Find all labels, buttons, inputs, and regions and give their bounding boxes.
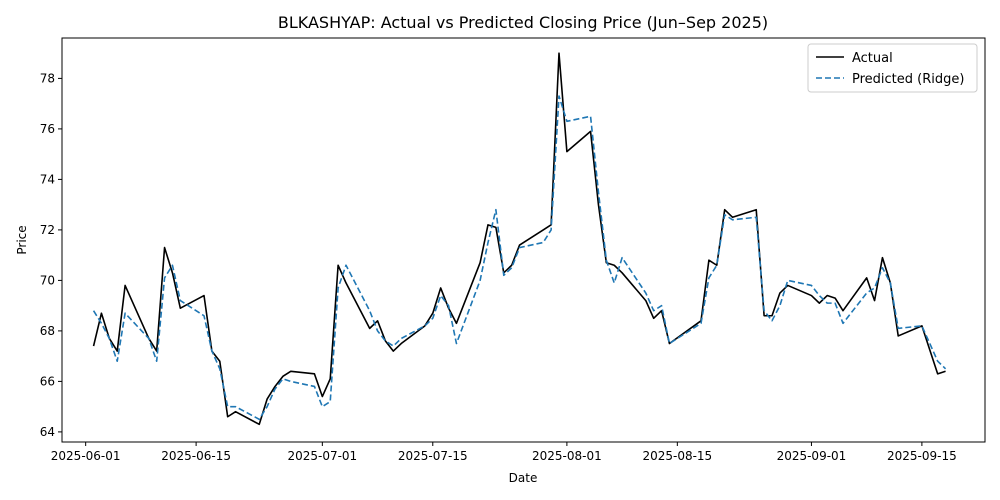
legend: Actual Predicted (Ridge) — [807, 43, 978, 93]
y-tick-label: 74 — [40, 172, 55, 186]
y-tick-label: 70 — [40, 273, 55, 287]
x-tick-label: 2025-06-01 — [51, 449, 121, 463]
y-axis-label: Price — [15, 225, 29, 254]
x-axis-label: Date — [509, 471, 538, 485]
y-tick-label: 66 — [40, 374, 55, 388]
y-tick-label: 64 — [40, 425, 55, 439]
series-layer — [92, 52, 947, 426]
x-tick-label: 2025-08-15 — [642, 449, 712, 463]
x-tick-label: 2025-08-01 — [532, 449, 602, 463]
series-line-actual — [92, 52, 946, 426]
series-line-predicted — [92, 95, 947, 421]
legend-label: Predicted (Ridge) — [852, 72, 964, 87]
x-tick-label: 2025-09-01 — [777, 449, 847, 463]
y-axis: 64 66 68 70 72 74 76 78 — [40, 71, 62, 439]
plot-frame — [61, 37, 986, 443]
x-tick-label: 2025-09-15 — [887, 449, 957, 463]
x-axis: 2025-06-01 2025-06-15 2025-07-01 2025-07-15… — [51, 442, 957, 463]
y-tick-label: 78 — [40, 71, 55, 85]
y-tick-label: 68 — [40, 324, 55, 338]
legend-box — [807, 43, 978, 93]
legend-label: Actual — [852, 51, 893, 66]
x-tick-label: 2025-06-15 — [161, 449, 231, 463]
x-tick-label: 2025-07-01 — [287, 449, 357, 463]
x-tick-label: 2025-07-15 — [398, 449, 468, 463]
y-tick-label: 72 — [40, 223, 55, 237]
chart-title: BLKASHYAP: Actual vs Predicted Closing P… — [278, 13, 768, 32]
y-tick-label: 76 — [40, 122, 55, 136]
